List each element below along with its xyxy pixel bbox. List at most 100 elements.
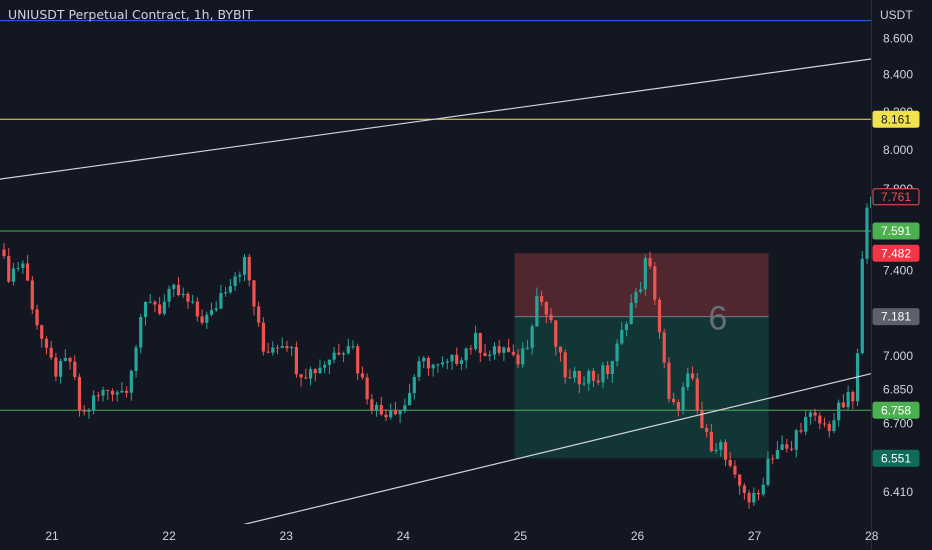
candle <box>596 373 600 385</box>
candle <box>172 283 176 298</box>
price-axis-separator <box>871 0 872 550</box>
candle <box>228 278 232 295</box>
candle <box>370 393 374 415</box>
candle <box>422 355 426 369</box>
candle <box>238 271 242 283</box>
candle <box>808 411 812 425</box>
candle <box>356 343 360 381</box>
candle <box>143 301 148 326</box>
candle <box>266 342 270 354</box>
candle <box>224 286 228 297</box>
candle <box>752 487 756 506</box>
position-number: 6 <box>708 300 727 338</box>
candle <box>837 399 841 427</box>
x-tick-label: 21 <box>45 529 59 543</box>
candle <box>606 361 610 379</box>
candle <box>728 452 732 468</box>
candle <box>506 338 511 353</box>
candle <box>360 366 365 380</box>
candle <box>464 347 468 369</box>
candle <box>610 360 614 383</box>
candle <box>511 344 515 357</box>
candle <box>535 287 539 327</box>
price-label-stop: 7.482 <box>872 244 920 262</box>
candle <box>214 301 218 313</box>
candle <box>841 394 846 409</box>
trendline-lower-channel[interactable] <box>227 368 890 529</box>
candle <box>648 251 652 270</box>
candle <box>16 261 20 272</box>
candle <box>695 372 699 415</box>
svg-text:7.181: 7.181 <box>881 310 911 324</box>
candle <box>450 354 454 371</box>
candle <box>186 291 190 309</box>
candle <box>568 369 572 379</box>
candle <box>120 382 124 393</box>
candle <box>436 363 440 373</box>
candle <box>7 248 11 284</box>
candle <box>148 293 152 304</box>
candle <box>629 294 633 325</box>
chart-title: UNIUSDT Perpetual Contract, 1h, BYBIT <box>8 7 253 22</box>
candle <box>643 255 647 296</box>
candle <box>233 272 237 291</box>
candle <box>44 336 49 355</box>
candle <box>723 439 728 467</box>
y-tick-label: 8.400 <box>883 68 913 82</box>
candle <box>242 253 247 282</box>
price-labels: 7.761 7.591 7.482 7.181 6.758 6.551 8.161 <box>872 110 920 467</box>
candle <box>756 489 761 501</box>
y-tick-label: 6.850 <box>883 382 913 396</box>
candle <box>587 369 591 391</box>
candle <box>125 386 129 398</box>
x-tick-label: 25 <box>514 529 528 543</box>
candle <box>257 301 261 328</box>
position-zones: 6 <box>514 253 769 459</box>
candle <box>87 408 91 419</box>
candle <box>11 262 16 286</box>
x-tick-label: 26 <box>631 529 645 543</box>
candle <box>799 422 803 434</box>
candle <box>827 421 831 438</box>
x-tick-label: 24 <box>397 529 411 543</box>
candle <box>822 417 827 428</box>
candle <box>40 324 44 348</box>
candle <box>719 439 723 457</box>
time-axis[interactable]: 2122232425262728 <box>0 524 879 550</box>
candle <box>73 355 77 380</box>
trendline-upper-channel[interactable] <box>0 55 890 180</box>
candle <box>502 346 506 362</box>
candle <box>860 250 864 355</box>
y-tick-label: 6.410 <box>883 485 913 499</box>
price-label-green-lower: 6.758 <box>872 401 920 419</box>
price-axis[interactable]: USDT8.6008.4008.2008.0007.8007.4007.0006… <box>872 0 932 550</box>
candle <box>615 339 619 367</box>
svg-text:6.758: 6.758 <box>881 403 911 417</box>
candle <box>521 342 525 368</box>
candle <box>351 340 355 350</box>
candle <box>209 302 214 317</box>
candle <box>582 376 586 387</box>
candle <box>247 253 251 287</box>
candle <box>346 338 350 356</box>
candle <box>544 301 548 324</box>
candle <box>657 297 662 340</box>
candle <box>676 399 680 417</box>
candle <box>832 413 836 434</box>
y-tick-label: 7.400 <box>883 263 913 277</box>
y-tick-label: 8.600 <box>883 31 913 45</box>
candle <box>191 294 195 305</box>
candle <box>21 260 25 274</box>
candle <box>327 359 332 374</box>
candle <box>59 358 63 384</box>
candle <box>337 343 341 356</box>
stop-loss-zone[interactable] <box>514 253 769 317</box>
candle <box>761 477 765 497</box>
candle <box>158 296 162 316</box>
candle <box>176 277 181 297</box>
candle <box>162 294 166 316</box>
candle <box>219 284 223 310</box>
take-profit-zone[interactable] <box>514 316 769 459</box>
candle <box>478 332 482 363</box>
